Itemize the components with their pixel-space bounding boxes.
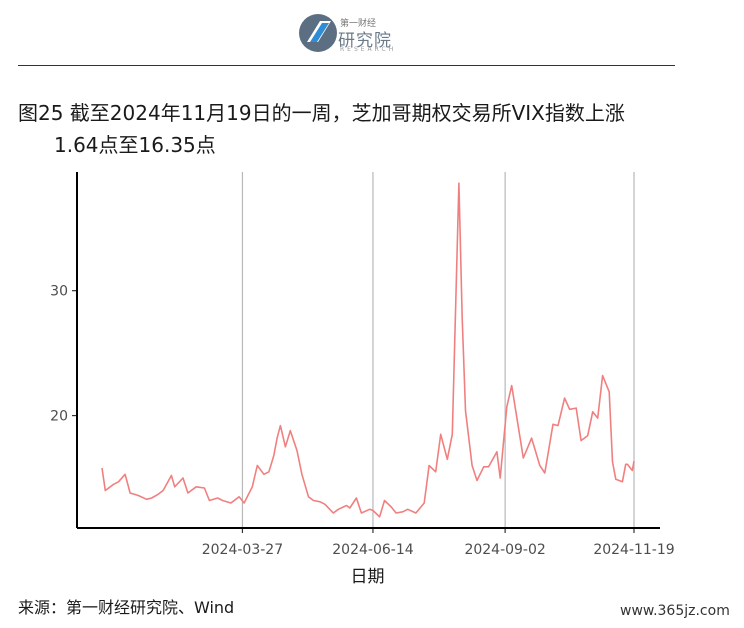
x-tick-label-2: 2024-09-02 [464, 542, 545, 558]
x-tick-label-1: 2024-06-14 [332, 542, 413, 558]
x-axis-title: 日期 [351, 567, 385, 587]
y-tick-label-0: 20 [50, 409, 68, 425]
logo-name: 研究院 [338, 31, 392, 51]
figure-title-line1: 图25 截至2024年11月19日的一周，芝加哥期权交易所VIX指数上涨 [18, 101, 625, 125]
figure-title: 图25 截至2024年11月19日的一周，芝加哥期权交易所VIX指数上涨 1.6… [18, 97, 718, 161]
logo-research-text: RESEARCH [340, 46, 397, 53]
figure-title-line2: 1.64点至16.35点 [54, 133, 216, 157]
source-note: 来源：第一财经研究院、Wind [18, 598, 235, 617]
header-divider [18, 65, 675, 66]
vix-series-line-0 [101, 182, 635, 518]
x-tick-label-0: 2024-03-27 [202, 542, 283, 558]
watermark-text: www.365jz.com [620, 603, 730, 619]
x-tick-label-3: 2024-11-19 [593, 542, 674, 558]
logo-emblem-icon [299, 14, 337, 52]
logo-caption: 第一财经 [340, 19, 377, 29]
y-tick-label-1: 30 [50, 284, 68, 300]
